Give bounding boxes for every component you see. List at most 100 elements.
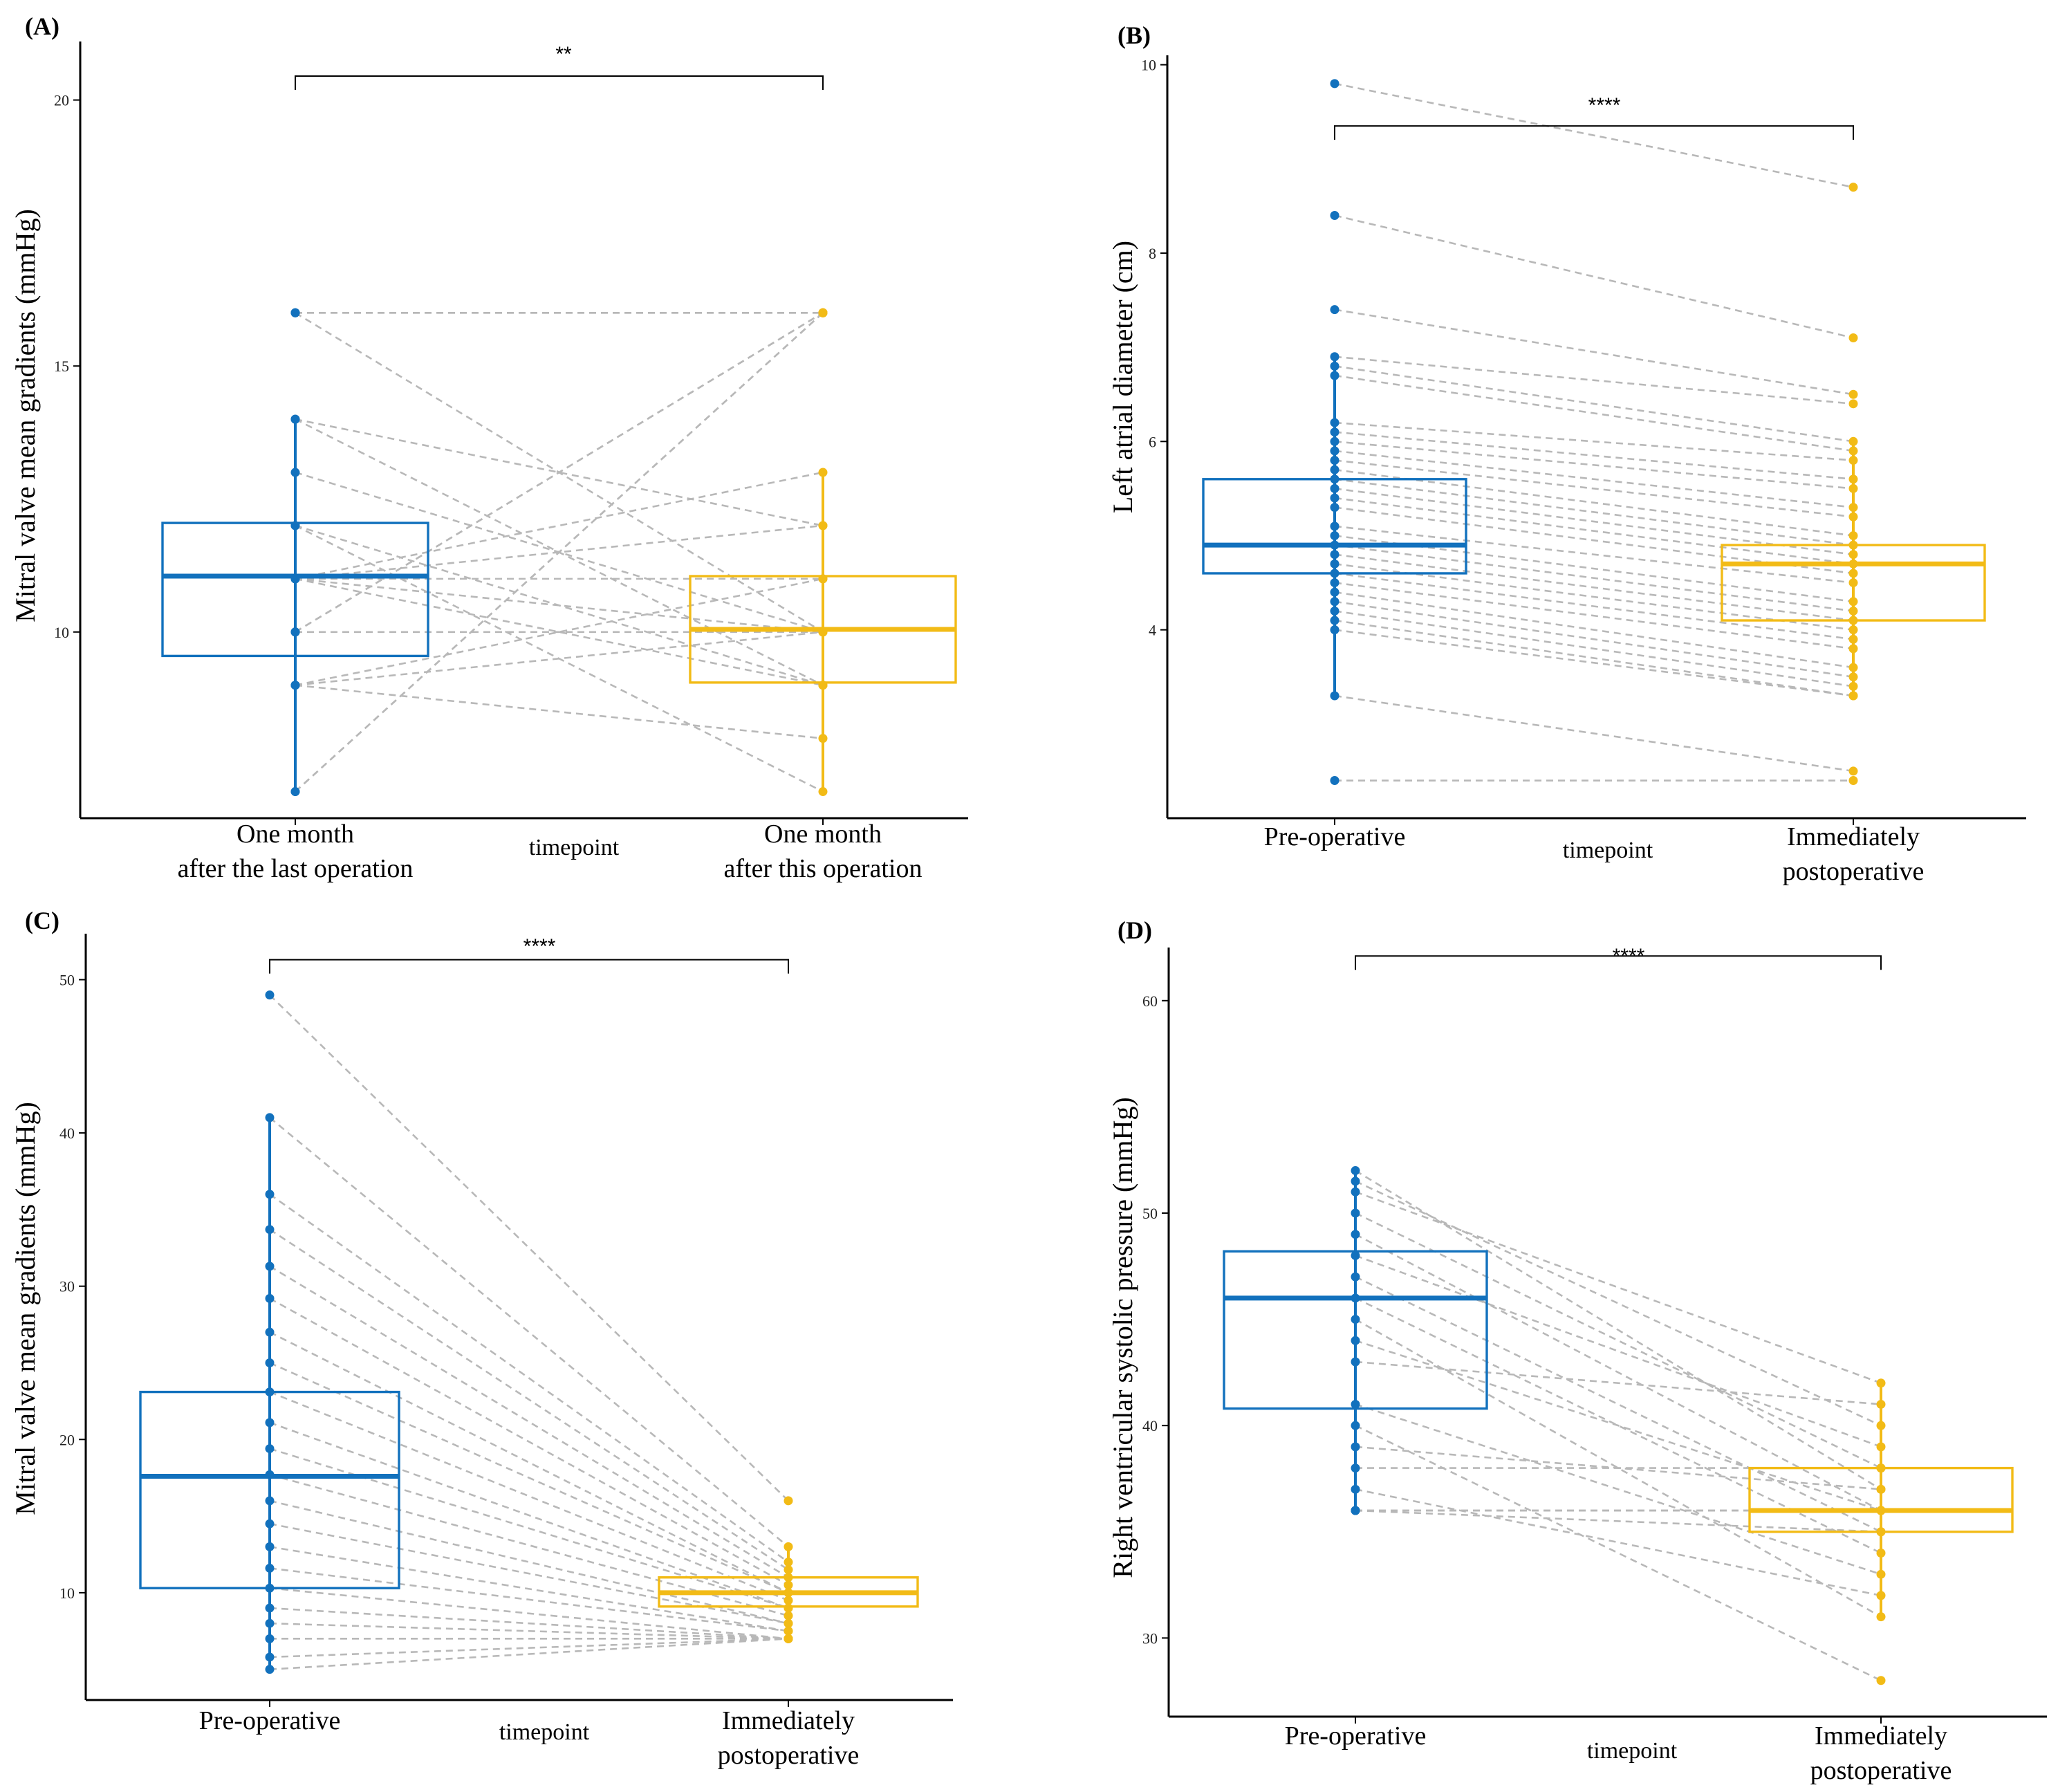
data-point-pre (1351, 1315, 1360, 1324)
data-point-post (1876, 1442, 1886, 1452)
data-point-post (784, 1626, 793, 1636)
data-point-post (1848, 512, 1858, 521)
significance-bracket (1334, 125, 1854, 140)
data-point-pre (1330, 550, 1339, 560)
significance-label: **** (1588, 94, 1621, 117)
y-tick-label: 15 (54, 358, 69, 375)
paired-line (1334, 600, 1854, 678)
data-point-post (1848, 183, 1858, 192)
y-tick-label: 30 (59, 1278, 75, 1295)
data-point-pre (265, 1603, 275, 1613)
paired-line (295, 578, 824, 634)
data-point-post (784, 1573, 793, 1582)
data-point-pre (290, 574, 300, 584)
data-point-post (784, 1611, 793, 1620)
y-tick-label: 40 (1142, 1417, 1158, 1434)
paired-line (1334, 582, 1854, 650)
x-tick-label: after the last operation (178, 854, 414, 883)
paired-line (295, 312, 824, 793)
paired-line (1334, 544, 1854, 612)
data-point-pre (1351, 1272, 1360, 1282)
paired-line (269, 1297, 789, 1586)
data-point-pre (265, 1444, 275, 1454)
x-tick-label: Immediately (1787, 822, 1920, 851)
data-point-pre (1330, 530, 1339, 540)
y-axis-title: Mitral valve mean gradients (mmHg) (10, 1102, 41, 1515)
data-point-pre (1330, 503, 1339, 512)
paired-line (269, 1499, 789, 1625)
paired-line (1334, 459, 1854, 518)
data-point-post (1848, 625, 1858, 635)
paired-line (295, 312, 824, 633)
data-point-post (1848, 559, 1858, 569)
data-point-pre (1330, 616, 1339, 625)
significance-label: ** (555, 43, 572, 66)
paired-line (1334, 355, 1854, 405)
data-point-post (1876, 1569, 1886, 1579)
data-point-pre (265, 1387, 275, 1397)
data-point-pre (1351, 1187, 1360, 1197)
data-point-post (1848, 616, 1858, 625)
data-point-post (818, 574, 828, 584)
data-point-post (1848, 474, 1858, 484)
data-point-pre (265, 1583, 275, 1593)
data-point-post (1876, 1676, 1886, 1685)
data-point-pre (1330, 559, 1339, 569)
data-point-post (784, 1496, 793, 1506)
paired-line (295, 418, 824, 527)
data-point-pre (265, 1113, 275, 1123)
data-point-pre (265, 990, 275, 1000)
data-point-pre (265, 1190, 275, 1199)
y-tick-label: 4 (1149, 622, 1156, 639)
data-point-pre (265, 1225, 275, 1235)
data-point-pre (1330, 210, 1339, 220)
data-point-pre (265, 1634, 275, 1643)
data-point-post (1876, 1399, 1886, 1409)
paired-line (269, 1193, 789, 1563)
paired-line (1334, 468, 1854, 537)
significance-bracket (269, 959, 789, 974)
paired-line (269, 994, 789, 1502)
data-point-post (1876, 1591, 1886, 1600)
data-point-pre (1330, 436, 1339, 446)
data-point-pre (1351, 1357, 1360, 1367)
data-point-post (1848, 672, 1858, 682)
paired-line (1355, 1212, 1882, 1469)
y-tick-label: 50 (59, 971, 75, 988)
panel-d: (D) Right ventricular systolic pressure … (1107, 916, 2047, 1785)
paired-line (269, 1362, 789, 1594)
data-point-pre (290, 308, 300, 317)
significance-bracket (1355, 955, 1882, 970)
y-axis-title: Mitral valve mean gradients (mmHg) (10, 209, 41, 622)
data-point-pre (1330, 587, 1339, 597)
data-point-pre (1351, 1176, 1360, 1186)
paired-line (269, 1448, 789, 1609)
paired-line (1334, 365, 1854, 443)
data-point-pre (290, 681, 300, 690)
y-axis-title: Left atrial diameter (cm) (1107, 241, 1138, 513)
data-point-post (784, 1603, 793, 1613)
y-tick-label: 10 (1141, 57, 1156, 74)
data-point-pre (1330, 79, 1339, 89)
data-point-post (1876, 1527, 1886, 1537)
x-tick-label: Pre-operative (1285, 1721, 1427, 1751)
significance-bracket (295, 75, 824, 90)
data-point-pre (265, 1418, 275, 1428)
data-point-pre (1330, 776, 1339, 786)
data-point-post (1848, 776, 1858, 786)
panel-a: (A) Mitral valve mean gradients (mmHg) t… (10, 12, 968, 883)
paired-line (269, 1607, 789, 1640)
data-point-post (784, 1542, 793, 1551)
data-point-post (1848, 634, 1858, 644)
data-point-post (1848, 446, 1858, 456)
data-point-pre (1330, 597, 1339, 607)
data-point-post (1848, 456, 1858, 465)
panel-label: (B) (1118, 21, 1151, 49)
paired-line (269, 1622, 789, 1640)
paired-line (1334, 308, 1854, 396)
y-tick-label: 8 (1149, 245, 1156, 262)
data-point-pre (265, 1618, 275, 1628)
panel-c: (C) Mitral valve mean gradients (mmHg) t… (10, 907, 953, 1770)
paired-line (1355, 1255, 1882, 1448)
data-point-post (1876, 1484, 1886, 1494)
